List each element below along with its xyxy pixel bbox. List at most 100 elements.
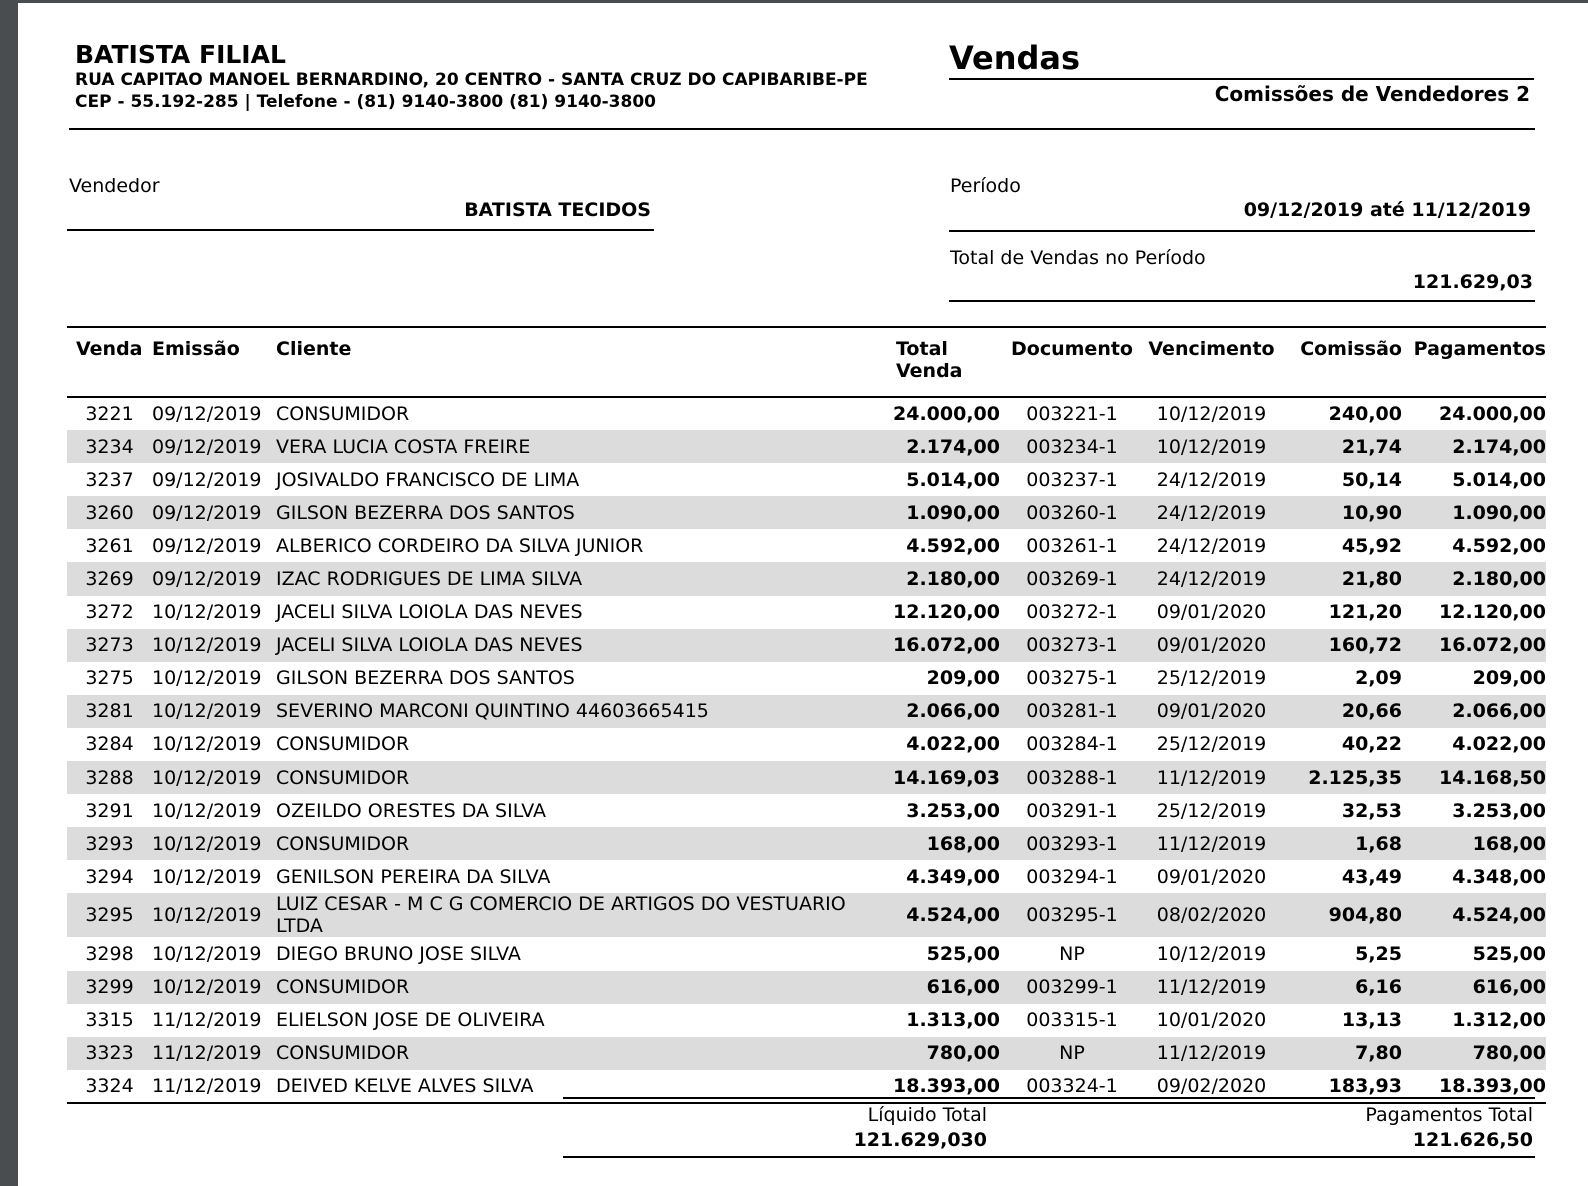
cell-vencimento: 25/12/2019 <box>1156 667 1267 690</box>
cell-comissao: 13,13 <box>1341 1009 1402 1032</box>
cell-venda: 3291 <box>85 799 134 822</box>
footer-bottom-divider <box>563 1156 1535 1158</box>
table-row: 3315 11/12/2019 ELIELSON JOSE DE OLIVEIRA 1… <box>67 1004 1546 1037</box>
cell-venda: 3281 <box>85 700 134 723</box>
cell-comissao: 2.125,35 <box>1308 766 1402 789</box>
cell-vencimento: 10/12/2019 <box>1156 435 1267 458</box>
total-sales-value: 121.629,03 <box>1412 271 1533 293</box>
cell-vencimento: 25/12/2019 <box>1156 799 1267 822</box>
cell-total-venda: 616,00 <box>926 976 1000 999</box>
cell-cliente: ELIELSON JOSE DE OLIVEIRA <box>276 1009 545 1032</box>
cell-emissao: 10/12/2019 <box>152 865 262 888</box>
company-name: BATISTA FILIAL <box>75 40 286 69</box>
cell-comissao: 904,80 <box>1328 904 1402 927</box>
cell-vencimento: 09/01/2020 <box>1156 865 1267 888</box>
cell-comissao: 2,09 <box>1355 667 1402 690</box>
cell-total-venda: 12.120,00 <box>893 601 1000 624</box>
cell-venda: 3269 <box>85 568 134 591</box>
cell-pagamentos: 3.253,00 <box>1452 799 1546 822</box>
title-underline <box>949 78 1534 80</box>
cell-pagamentos: 14.168,50 <box>1439 766 1546 789</box>
cell-vencimento: 25/12/2019 <box>1156 733 1267 756</box>
cell-venda: 3237 <box>85 468 134 491</box>
cell-venda: 3221 <box>85 403 134 426</box>
cell-cliente: VERA LUCIA COSTA FREIRE <box>276 435 531 458</box>
cell-cliente: JACELI SILVA LOIOLA DAS NEVES <box>276 601 583 624</box>
period-value: 09/12/2019 até 11/12/2019 <box>1243 199 1531 221</box>
cell-vencimento: 11/12/2019 <box>1156 1042 1267 1065</box>
cell-cliente: CONSUMIDOR <box>276 1042 410 1065</box>
cell-total-venda: 4.524,00 <box>906 904 1000 927</box>
cell-emissao: 09/12/2019 <box>152 534 262 557</box>
cell-documento: 003299-1 <box>1026 976 1118 999</box>
cell-total-venda: 1.090,00 <box>906 501 1000 524</box>
cell-cliente: CONSUMIDOR <box>276 733 410 756</box>
cell-vencimento: 09/01/2020 <box>1156 634 1267 657</box>
cell-total-venda: 209,00 <box>926 667 1000 690</box>
company-contact: CEP - 55.192-285 | Telefone - (81) 9140-… <box>75 92 656 112</box>
cell-comissao: 160,72 <box>1328 634 1402 657</box>
seller-divider <box>67 229 654 231</box>
cell-emissao: 10/12/2019 <box>152 634 262 657</box>
seller-label: Vendedor <box>69 175 160 197</box>
header-divider <box>69 128 1535 130</box>
table-row: 3323 11/12/2019 CONSUMIDOR 780,00 NP 11/12/20… <box>67 1036 1546 1070</box>
cell-total-venda: 4.592,00 <box>906 534 1000 557</box>
sales-table: Venda Emissão Cliente Total Venda Docume… <box>67 326 1546 1104</box>
cell-emissao: 11/12/2019 <box>152 1069 272 1104</box>
table-row: 3237 09/12/2019 JOSIVALDO FRANCISCO DE LIM… <box>67 463 1546 496</box>
cell-total-venda: 2.180,00 <box>906 568 1000 591</box>
cell-pagamentos: 1.312,00 <box>1452 1009 1546 1032</box>
cell-cliente: JOSIVALDO FRANCISCO DE LIMA <box>276 468 580 491</box>
cell-comissao: 10,90 <box>1341 501 1402 524</box>
company-address: RUA CAPITAO MANOEL BERNARDINO, 20 CENTRO… <box>75 70 868 90</box>
cell-emissao: 10/12/2019 <box>152 667 262 690</box>
footer-top-divider <box>563 1097 1535 1099</box>
header-vencimento: Vencimento <box>1144 326 1279 398</box>
cell-pagamentos: 525,00 <box>1472 942 1546 965</box>
cell-emissao: 10/12/2019 <box>152 766 262 789</box>
cell-venda: 3293 <box>85 832 134 855</box>
cell-venda: 3323 <box>85 1042 134 1065</box>
cell-total-venda: 5.014,00 <box>906 468 1000 491</box>
cell-documento: 003291-1 <box>1026 799 1118 822</box>
cell-total-venda: 2.066,00 <box>906 700 1000 723</box>
cell-documento: 003237-1 <box>1026 468 1118 491</box>
cell-total-venda: 525,00 <box>926 942 1000 965</box>
cell-vencimento: 24/12/2019 <box>1156 468 1267 491</box>
cell-pagamentos: 2.066,00 <box>1452 700 1546 723</box>
cell-comissao: 1,68 <box>1355 832 1402 855</box>
header-pagamentos: Pagamentos <box>1402 326 1546 398</box>
cell-pagamentos: 4.592,00 <box>1452 534 1546 557</box>
cell-documento: 003272-1 <box>1026 601 1118 624</box>
table-row: 3298 10/12/2019 DIEGO BRUNO JOSE SILVA 525,… <box>67 937 1546 970</box>
cell-total-venda: 1.313,00 <box>906 1009 1000 1032</box>
cell-comissao: 50,14 <box>1341 468 1402 491</box>
cell-cliente: CONSUMIDOR <box>276 766 410 789</box>
table-row: 3299 10/12/2019 CONSUMIDOR 616,00 003299-1 11… <box>67 970 1546 1004</box>
cell-venda: 3298 <box>85 942 134 965</box>
cell-documento: 003294-1 <box>1026 865 1118 888</box>
cell-documento: 003288-1 <box>1026 766 1118 789</box>
cell-comissao: 5,25 <box>1355 942 1402 965</box>
cell-documento: 003293-1 <box>1026 832 1118 855</box>
cell-cliente: ALBERICO CORDEIRO DA SILVA JUNIOR <box>276 534 644 557</box>
header-venda: Venda <box>67 326 152 398</box>
cell-venda: 3295 <box>85 904 134 927</box>
table-row: 3275 10/12/2019 GILSON BEZERRA DOS SANTOS 2… <box>67 662 1546 695</box>
cell-vencimento: 10/12/2019 <box>1156 403 1267 426</box>
cell-total-venda: 4.022,00 <box>906 733 1000 756</box>
report-subtitle: Comissões de Vendedores 2 <box>1214 82 1530 106</box>
table-header: Venda Emissão Cliente Total Venda Docume… <box>67 326 1546 398</box>
cell-venda: 3273 <box>85 634 134 657</box>
cell-emissao: 10/12/2019 <box>152 942 262 965</box>
table-row: 3260 09/12/2019 GILSON BEZERRA DOS SANTOS 1… <box>67 496 1546 530</box>
cell-emissao: 11/12/2019 <box>152 1009 262 1032</box>
cell-pagamentos: 780,00 <box>1472 1042 1546 1065</box>
period-label: Período <box>950 175 1021 197</box>
table-row: 3295 10/12/2019 LUIZ CESAR - M C G COMERCI… <box>67 893 1546 938</box>
cell-emissao: 10/12/2019 <box>152 832 262 855</box>
cell-vencimento: 24/12/2019 <box>1156 568 1267 591</box>
cell-venda: 3275 <box>85 667 134 690</box>
cell-emissao: 09/12/2019 <box>152 435 262 458</box>
